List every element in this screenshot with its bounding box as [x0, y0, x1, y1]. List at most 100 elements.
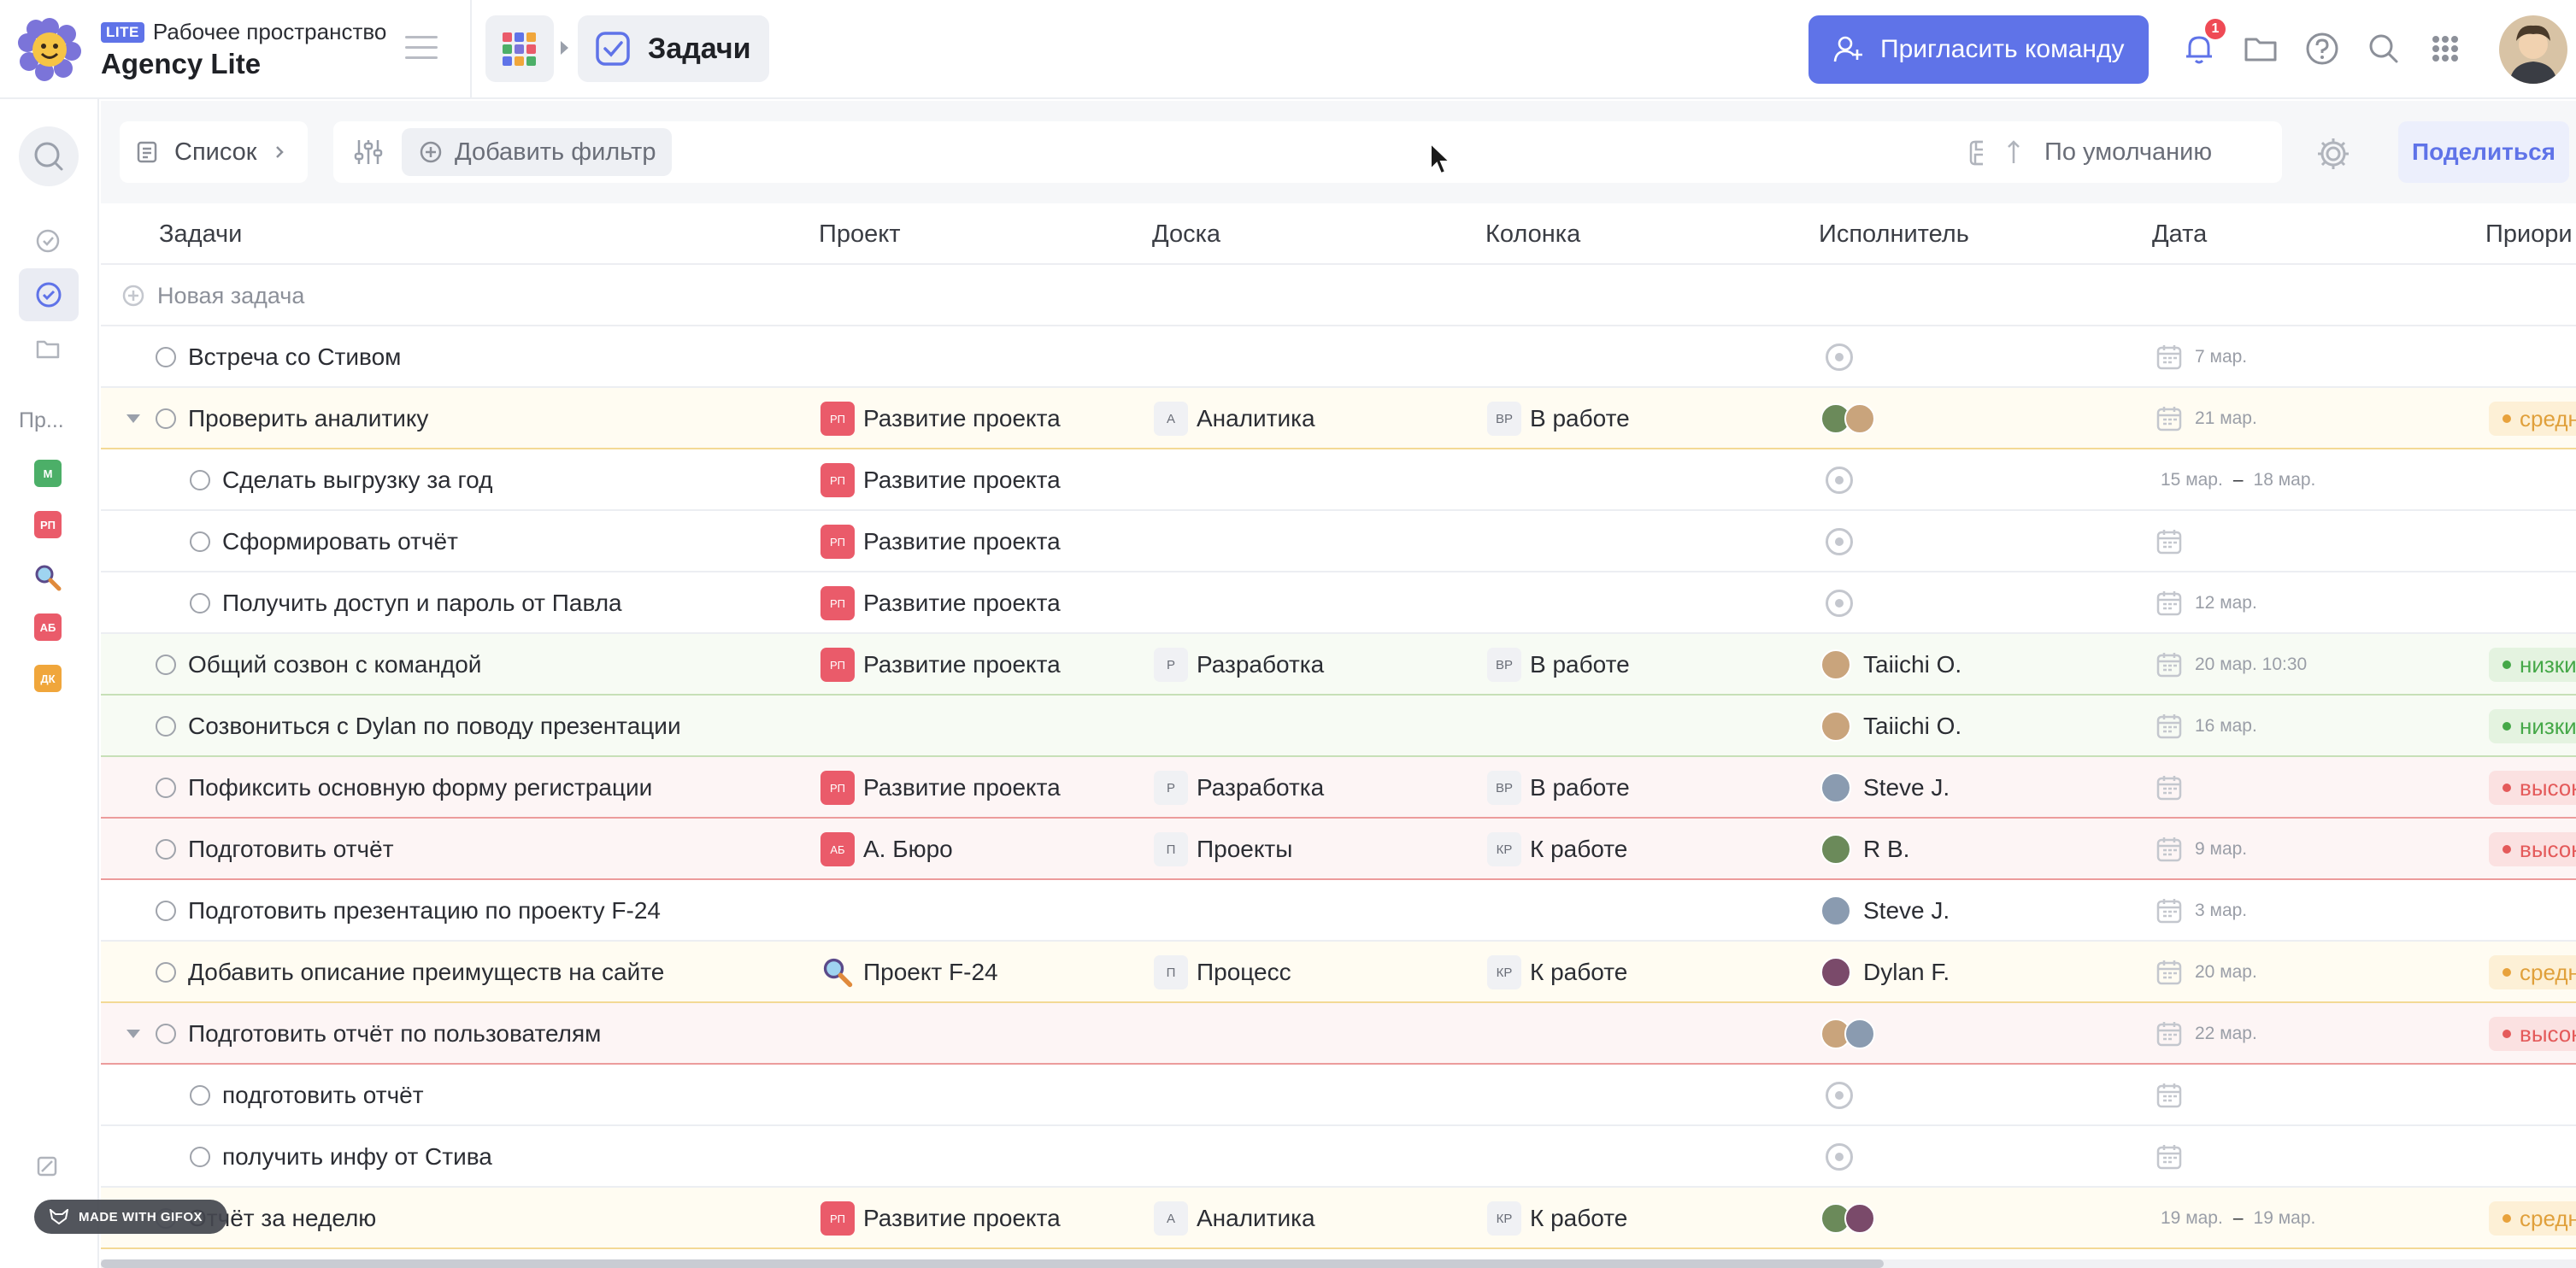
column-header-priority[interactable]: Приори [2485, 220, 2573, 248]
calendar-icon[interactable] [2155, 590, 2183, 617]
date-end[interactable]: 19 мар. [2253, 1208, 2316, 1228]
avatar[interactable] [1820, 649, 1851, 680]
collapse-caret-icon[interactable] [126, 414, 140, 423]
table-row[interactable]: Добавить описание преимуществ на сайте П… [101, 942, 2576, 1003]
avatar[interactable] [1820, 834, 1851, 865]
calendar-icon[interactable] [2155, 528, 2183, 555]
board-name[interactable]: Разработка [1197, 651, 1325, 678]
task-checkbox[interactable] [190, 470, 210, 490]
priority-badge[interactable]: средн [2489, 402, 2576, 436]
assignee-name[interactable]: R B. [1863, 836, 1910, 862]
column-name[interactable]: К работе [1530, 836, 1628, 862]
table-row[interactable]: Получить доступ и пароль от Павла РП Разв… [101, 572, 2576, 634]
task-checkbox[interactable] [156, 1024, 176, 1044]
calendar-icon[interactable] [2155, 959, 2183, 986]
task-checkbox[interactable] [156, 347, 176, 367]
apps-dots-icon[interactable] [2426, 29, 2465, 68]
priority-badge[interactable]: высок [2489, 771, 2576, 805]
task-name[interactable]: Подготовить презентацию по проекту F-24 [188, 897, 661, 924]
project-name[interactable]: Развитие проекта [863, 774, 1061, 801]
bell-icon[interactable] [2179, 29, 2219, 68]
task-checkbox[interactable] [190, 531, 210, 552]
workspace-name[interactable]: Agency Lite [101, 48, 262, 79]
help-icon[interactable] [2303, 29, 2342, 68]
archive-icon[interactable] [34, 1154, 62, 1181]
table-row[interactable]: получить инфу от Стива [101, 1126, 2576, 1188]
table-row[interactable]: Сделать выгрузку за год РП Развитие проек… [101, 449, 2576, 511]
priority-badge[interactable]: высок [2489, 1017, 2576, 1051]
rail-item-my-tasks[interactable] [19, 268, 79, 321]
table-row[interactable]: Отчёт за неделю РП Развитие проекта А Анал… [101, 1188, 2576, 1249]
task-name[interactable]: Подготовить отчёт по пользователям [188, 1020, 602, 1047]
calendar-icon[interactable] [2155, 405, 2183, 432]
task-name[interactable]: получить инфу от Стива [222, 1143, 492, 1170]
calendar-icon[interactable] [2155, 774, 2183, 801]
column-name[interactable]: К работе [1530, 959, 1628, 985]
avatar[interactable] [1844, 1019, 1875, 1049]
column-name[interactable]: К работе [1530, 1205, 1628, 1231]
priority-badge[interactable]: средн [2489, 1201, 2576, 1236]
filter-sliders-icon[interactable] [352, 137, 385, 167]
calendar-icon[interactable] [2155, 651, 2183, 678]
project-name[interactable]: Развитие проекта [863, 405, 1061, 431]
date-end[interactable]: 18 мар. [2253, 470, 2316, 490]
sort-dropdown[interactable]: По умолчанию [1983, 121, 2282, 183]
board-name[interactable]: Аналитика [1197, 1205, 1315, 1231]
share-button[interactable]: Поделиться [2398, 121, 2569, 183]
task-name[interactable]: Встреча со Стивом [188, 343, 402, 370]
column-name[interactable]: В работе [1530, 774, 1630, 801]
gear-icon[interactable] [2314, 135, 2352, 173]
avatar[interactable] [1844, 1203, 1875, 1234]
table-row[interactable]: Сформировать отчёт РП Развитие проекта [101, 511, 2576, 572]
table-row[interactable]: Проверить аналитику РП Развитие проекта А… [101, 388, 2576, 449]
add-filter-button[interactable]: Добавить фильтр [402, 128, 672, 176]
rail-search-button[interactable] [19, 126, 79, 186]
table-row[interactable]: Подготовить отчёт АБ А. Бюро П Проекты КР К… [101, 819, 2576, 880]
task-checkbox[interactable] [156, 839, 176, 860]
table-row[interactable]: Подготовить отчёт по пользователям 22 ма… [101, 1003, 2576, 1065]
calendar-icon[interactable] [2155, 897, 2183, 925]
priority-badge[interactable]: низки [2489, 648, 2576, 682]
task-name[interactable]: Общий созвон с командой [188, 651, 482, 678]
avatar[interactable] [1820, 895, 1851, 926]
table-row[interactable]: Пофиксить основную форму регистрации РП Р… [101, 757, 2576, 819]
table-row[interactable]: Встреча со Стивом 7 мар. [101, 326, 2576, 388]
task-name[interactable]: Подготовить отчёт [188, 836, 394, 862]
priority-badge[interactable]: высок [2489, 832, 2576, 866]
column-header-tasks[interactable]: Задачи [159, 220, 243, 248]
calendar-icon[interactable] [2155, 1143, 2183, 1171]
tasks-outline-icon[interactable] [34, 227, 62, 255]
task-checkbox[interactable] [156, 716, 176, 737]
scrollbar-thumb[interactable] [101, 1259, 1884, 1268]
workspace-logo[interactable] [17, 17, 82, 82]
column-header-date[interactable]: Дата [2152, 220, 2208, 248]
rail-project-dk[interactable]: ДК [34, 665, 62, 692]
column-header-board[interactable]: Доска [1152, 220, 1221, 248]
column-name[interactable]: В работе [1530, 651, 1630, 678]
apps-button[interactable] [485, 15, 554, 82]
priority-badge[interactable]: средн [2489, 955, 2576, 989]
task-checkbox[interactable] [156, 408, 176, 429]
task-checkbox[interactable] [156, 655, 176, 675]
tab-tasks[interactable]: Задачи [578, 15, 769, 82]
task-checkbox[interactable] [190, 1085, 210, 1106]
project-name[interactable]: А. Бюро [863, 836, 953, 862]
calendar-icon[interactable] [2155, 1020, 2183, 1048]
empty-assignee-icon[interactable] [1826, 1143, 1853, 1171]
task-checkbox[interactable] [156, 778, 176, 798]
avatar[interactable] [1820, 957, 1851, 988]
project-name[interactable]: Развитие проекта [863, 467, 1061, 493]
priority-badge[interactable]: низки [2489, 709, 2576, 743]
column-header-column[interactable]: Колонка [1485, 220, 1581, 248]
column-header-project[interactable]: Проект [819, 220, 901, 248]
task-checkbox[interactable] [156, 962, 176, 983]
menu-icon[interactable] [405, 36, 438, 62]
assignee-name[interactable]: Dylan F. [1863, 959, 1950, 985]
task-name[interactable]: Пофиксить основную форму регистрации [188, 774, 653, 801]
task-name[interactable]: Сделать выгрузку за год [222, 467, 493, 493]
board-name[interactable]: Аналитика [1197, 405, 1315, 431]
task-name[interactable]: Добавить описание преимуществ на сайте [188, 959, 665, 985]
collapse-caret-icon[interactable] [126, 1030, 140, 1038]
board-name[interactable]: Проекты [1197, 836, 1293, 862]
rail-project-m[interactable]: М [34, 460, 62, 487]
